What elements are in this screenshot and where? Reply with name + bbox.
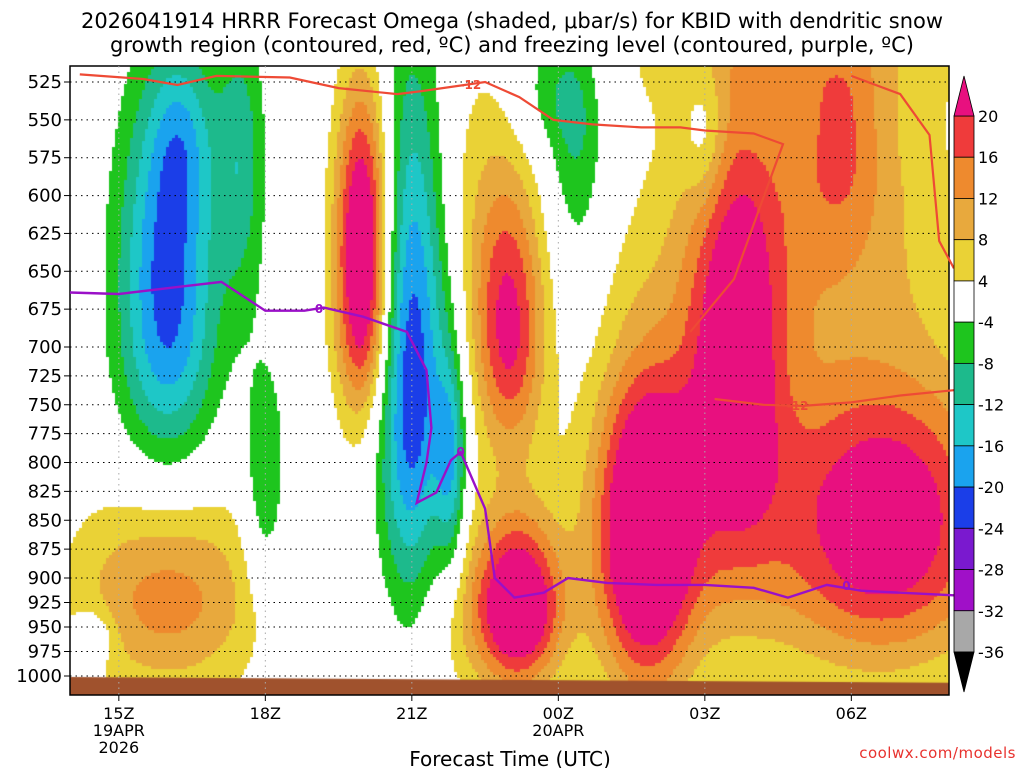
freezing-label: 0	[456, 445, 464, 459]
freezing-label: 0	[315, 302, 323, 316]
y-tick-label: 925	[28, 593, 62, 614]
x-tick-label: 03Z	[689, 704, 720, 723]
colorbar-label: -20	[978, 478, 1004, 497]
y-tick-label: 950	[28, 617, 62, 638]
y-tick-label: 850	[28, 510, 62, 531]
y-tick-label: 525	[28, 72, 62, 93]
colorbar-bin	[953, 156, 975, 199]
colorbar-top-arrow	[953, 75, 975, 117]
y-tick-label: 625	[28, 223, 62, 244]
freezing-label: 0	[842, 579, 850, 593]
colorbar-bin	[953, 569, 975, 612]
colorbar-bin	[953, 445, 975, 488]
y-tick-label: 600	[28, 186, 62, 207]
colorbar-label: -36	[978, 643, 1004, 662]
y-tick-label: 725	[28, 366, 62, 387]
colorbar-bin	[953, 527, 975, 570]
colorbar-bin	[953, 362, 975, 406]
y-tick-label: 750	[28, 395, 62, 416]
colorbar-label: -32	[978, 602, 1004, 621]
y-tick-label: 825	[28, 481, 62, 502]
colorbar: 20 16 12 8 4 -4 -8 -12 -16 -20 -24 -28 -32 -36	[953, 75, 1004, 693]
colorbar-label: 8	[978, 231, 988, 250]
colorbar-bin	[953, 280, 975, 323]
dendritic-region-contour	[714, 388, 959, 408]
colorbar-bin	[953, 404, 975, 447]
dendritic-label: -12	[787, 399, 809, 413]
colorbar-bin	[953, 115, 975, 158]
y-tick-label: 800	[28, 453, 62, 474]
x-tick-label: 2026	[98, 738, 139, 757]
x-tick-label: 21Z	[396, 704, 427, 723]
x-tick-label: 19APR	[93, 721, 145, 740]
colorbar-label: 4	[978, 272, 988, 291]
y-tick-label: 650	[28, 261, 62, 282]
colorbar-label: -24	[978, 519, 1004, 538]
y-tick-label: 975	[28, 642, 62, 663]
colorbar-bin	[953, 610, 975, 653]
colorbar-bin	[953, 198, 975, 241]
dendritic-region-contour	[79, 73, 785, 333]
omega-shaded-field	[70, 66, 949, 695]
plot-frame	[69, 65, 950, 696]
credit-text: coolwx.com/models	[859, 744, 1016, 762]
colorbar-label: 20	[978, 107, 998, 126]
freezing-level-contour	[69, 280, 959, 599]
colorbar-bin	[953, 321, 975, 364]
colorbar-label: -8	[978, 354, 994, 373]
colorbar-label: -12	[978, 396, 1004, 415]
x-tick-label: 15Z	[103, 704, 134, 723]
y-tick-label: 875	[28, 539, 62, 560]
gridlines	[70, 66, 949, 695]
dendritic-region-contour	[850, 74, 955, 269]
y-tick-label: 775	[28, 424, 62, 445]
colorbar-label: -28	[978, 561, 1004, 580]
y-tick-label: 675	[28, 299, 62, 320]
y-tick-label: 1000	[16, 666, 62, 687]
y-tick-label: 575	[28, 148, 62, 169]
x-tick-label: 18Z	[250, 704, 281, 723]
colorbar-bin	[953, 239, 975, 282]
x-tick-label: 20APR	[532, 721, 584, 740]
x-tick-label: 00Z	[543, 704, 574, 723]
colorbar-bin	[953, 486, 975, 529]
plot-area	[69, 65, 950, 696]
chart-title-line-1: 2026041914 HRRR Forecast Omega (shaded, …	[81, 9, 943, 33]
y-tick-label: 550	[28, 110, 62, 131]
y-tick-label: 700	[28, 337, 62, 358]
x-tick-label: 06Z	[836, 704, 867, 723]
colorbar-label: 16	[978, 148, 998, 167]
chart-title-line-2: growth region (contoured, red, ºC) and f…	[110, 33, 914, 57]
dendritic-label: -12	[460, 78, 482, 92]
colorbar-label: -16	[978, 437, 1004, 456]
y-tick-label: 900	[28, 568, 62, 589]
colorbar-bottom-arrow	[953, 651, 975, 693]
x-axis-label: Forecast Time (UTC)	[409, 747, 611, 768]
colorbar-label: 12	[978, 189, 998, 208]
colorbar-label: -4	[978, 313, 994, 332]
axes: 525 550 575 600 625 650 675 700 725 750 775 800 825 8…	[16, 72, 867, 757]
contour-lines: -12 -12 0 0 0	[69, 73, 959, 599]
